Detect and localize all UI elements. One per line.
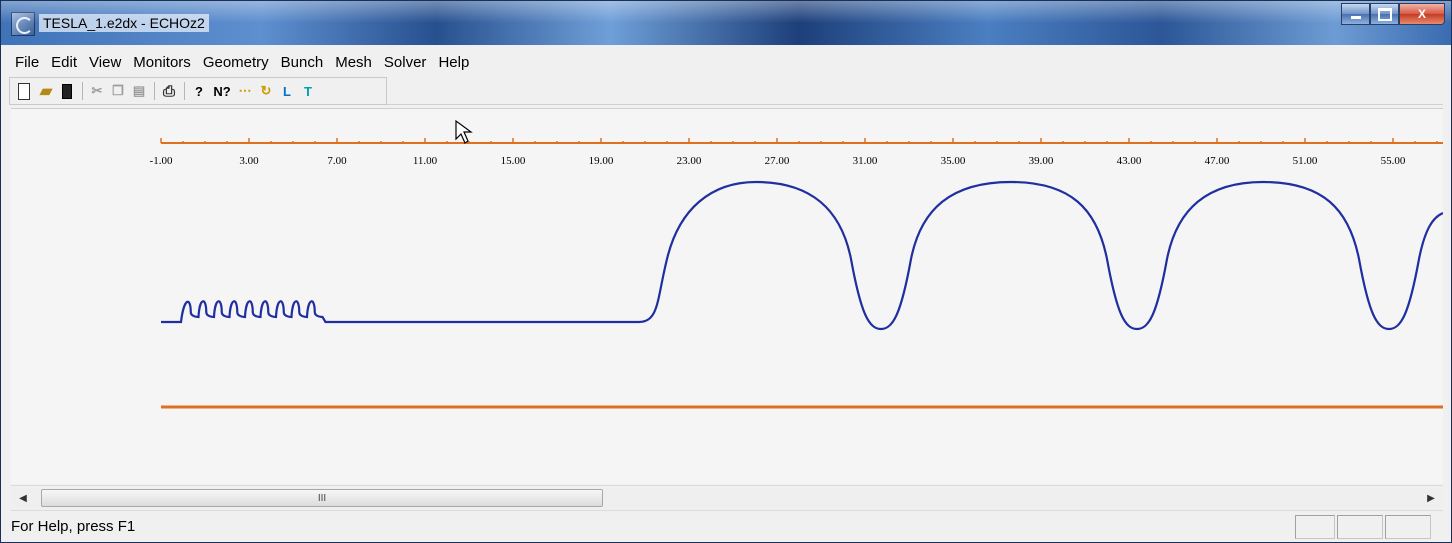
axis-tick-label: 15.00 (501, 155, 526, 167)
axis-tick-label: 31.00 (853, 155, 878, 167)
refresh-button[interactable]: ↻ (257, 82, 275, 100)
menu-mesh[interactable]: Mesh (335, 54, 372, 71)
status-pane (1385, 515, 1431, 539)
refresh-icon: ↻ (260, 83, 272, 98)
print-icon: ⎙ (162, 82, 175, 100)
status-bar: For Help, press F1 (9, 513, 1443, 539)
new-file-button[interactable] (16, 82, 34, 100)
cut-button[interactable]: ✂ (88, 82, 106, 100)
axis-tick-label: 47.00 (1205, 155, 1230, 167)
context-help-button[interactable]: N? (211, 82, 233, 100)
app-logo-icon[interactable] (11, 12, 35, 36)
window-controls: X (1341, 3, 1445, 25)
toolbar-separator (82, 82, 83, 100)
l-shape-icon: L (283, 83, 291, 99)
scrollbar-thumb[interactable]: III (41, 489, 603, 507)
toolbar-separator (154, 82, 155, 100)
axis-ruler: -1.00 3.00 7.00 11.00 15.00 19.00 23.00 27.00 31… (150, 138, 1443, 167)
scroll-left-arrow-icon[interactable]: ◀ (19, 492, 27, 504)
menu-file[interactable]: File (15, 54, 40, 71)
menu-geometry[interactable]: Geometry (202, 54, 269, 71)
t-shape-button[interactable]: T (299, 82, 317, 100)
l-shape-button[interactable]: L (278, 82, 296, 100)
geometry-plot[interactable]: -1.00 3.00 7.00 11.00 15.00 19.00 23.00 27.00 31… (11, 109, 1444, 484)
status-text: For Help, press F1 (11, 518, 136, 535)
copy-button[interactable]: ❐ (109, 82, 127, 100)
title-bar[interactable]: TESLA_1.e2dx - ECHOz2 X (1, 1, 1451, 45)
dotted-line-button[interactable]: ⋯ (236, 82, 254, 100)
open-folder-button[interactable]: ▰ (37, 82, 55, 100)
menu-bar: File Edit View Monitors Geometry Bunch M… (9, 51, 1443, 75)
about-icon: ? (195, 83, 203, 99)
minimize-button[interactable] (1341, 3, 1370, 25)
horizontal-scrollbar[interactable]: ◀ III ▶ (11, 485, 1443, 511)
print-button[interactable]: ⎙ (160, 82, 178, 100)
toolbar: ▰ ✂ ❐ ▤ ⎙ ? N? ⋯ ↻ L T (9, 77, 387, 105)
context-help-icon: N? (213, 83, 231, 99)
maximize-button[interactable] (1370, 3, 1399, 25)
dotted-line-icon: ⋯ (238, 83, 252, 98)
window-title: TESLA_1.e2dx - ECHOz2 (39, 14, 209, 32)
save-button[interactable] (58, 82, 76, 100)
cut-icon: ✂ (91, 83, 103, 98)
new-file-icon (18, 82, 30, 100)
axis-tick-label: 39.00 (1029, 155, 1054, 167)
menu-bunch[interactable]: Bunch (280, 54, 324, 71)
t-shape-icon: T (304, 83, 312, 99)
menu-edit[interactable]: Edit (51, 54, 78, 71)
status-pane (1295, 515, 1335, 539)
axis-tick-label: -1.00 (150, 155, 173, 167)
axis-tick-label: 27.00 (765, 155, 790, 167)
menu-help[interactable]: Help (438, 54, 470, 71)
close-icon: X (1417, 7, 1426, 21)
copy-icon: ❐ (112, 83, 124, 98)
axis-tick-label: 3.00 (239, 155, 259, 167)
axis-tick-label: 11.00 (413, 155, 438, 167)
paste-button[interactable]: ▤ (130, 82, 148, 100)
axis-tick-label: 51.00 (1293, 155, 1318, 167)
menu-monitors[interactable]: Monitors (133, 54, 191, 71)
minimize-icon (1350, 15, 1361, 19)
status-pane (1337, 515, 1383, 539)
about-button[interactable]: ? (190, 82, 208, 100)
toolbar-empty-area (387, 77, 1443, 105)
axis-tick-label: 55.00 (1381, 155, 1406, 167)
menu-solver[interactable]: Solver (383, 54, 427, 71)
paste-icon: ▤ (132, 83, 146, 98)
toolbar-separator (184, 82, 185, 100)
axis-tick-label: 19.00 (589, 155, 614, 167)
cavity-profile-curve (161, 180, 1444, 331)
close-button[interactable]: X (1399, 3, 1445, 25)
axis-tick-label: 35.00 (941, 155, 966, 167)
menu-view[interactable]: View (89, 54, 122, 71)
axis-tick-label: 7.00 (327, 155, 347, 167)
save-disk-icon (62, 83, 72, 99)
axis-tick-label: 23.00 (677, 155, 702, 167)
maximize-icon (1377, 7, 1392, 21)
scroll-right-arrow-icon[interactable]: ▶ (1427, 492, 1435, 504)
open-folder-icon: ▰ (39, 83, 53, 100)
scrollbar-grip: III (317, 492, 327, 504)
axis-tick-label: 43.00 (1117, 155, 1142, 167)
geometry-canvas[interactable]: -1.00 3.00 7.00 11.00 15.00 19.00 23.00 27.00 31… (11, 108, 1444, 484)
